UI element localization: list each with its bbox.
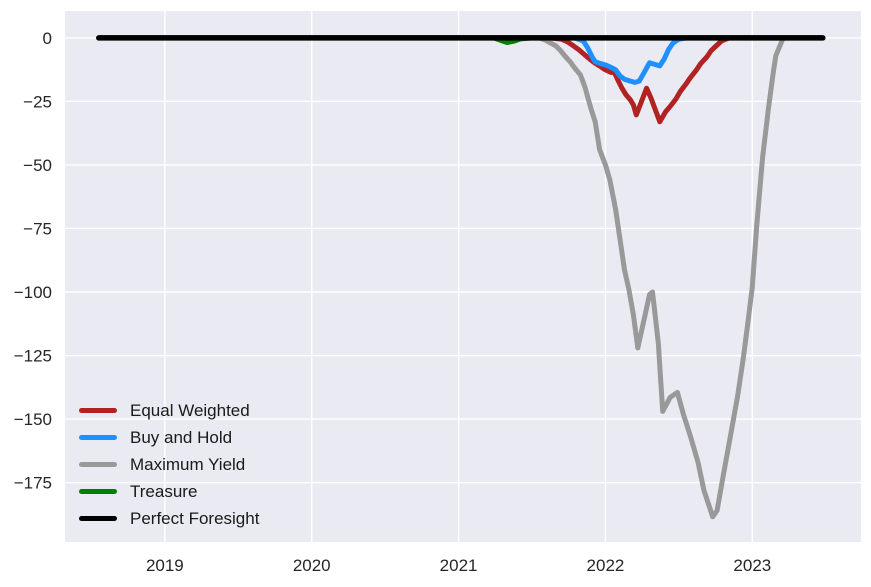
legend-item-treasure: Treasure: [79, 478, 259, 505]
legend-label-treasure: Treasure: [130, 482, 198, 501]
x-tick-label-2021: 2021: [440, 556, 478, 575]
series-line-maximum-yield: [96, 35, 826, 520]
legend-swatch-treasure: [79, 489, 117, 494]
legend-label-buy-and-hold: Buy and Hold: [130, 428, 233, 447]
y-tick-label-7: −175: [14, 473, 52, 492]
x-tick-label-2023: 2023: [733, 556, 771, 575]
legend-item-maximum-yield: Maximum Yield: [79, 451, 259, 478]
legend-item-perfect-foresight: Perfect Foresight: [79, 505, 259, 532]
y-tick-label-0: 0: [43, 29, 52, 48]
y-tick-label-2: −50: [23, 156, 52, 175]
legend-item-buy-and-hold: Buy and Hold: [79, 424, 259, 451]
y-tick-label-4: −100: [14, 283, 52, 302]
series-line-buy-and-hold: [96, 35, 826, 85]
x-tick-label-2019: 2019: [146, 556, 184, 575]
legend-label-perfect-foresight: Perfect Foresight: [130, 509, 260, 528]
legend-swatch-buy-and-hold: [79, 435, 117, 440]
series-line-equal-weighted: [96, 35, 826, 125]
x-tick-label-2022: 2022: [587, 556, 625, 575]
y-tick-label-1: −25: [23, 92, 52, 111]
legend-swatch-perfect-foresight: [79, 516, 117, 521]
legend-swatch-maximum-yield: [79, 462, 117, 467]
y-tick-label-3: −75: [23, 219, 52, 238]
legend-item-equal-weighted: Equal Weighted: [79, 397, 259, 424]
y-tick-label-5: −125: [14, 346, 52, 365]
legend-label-maximum-yield: Maximum Yield: [130, 455, 246, 474]
legend-swatch-equal-weighted: [79, 408, 117, 413]
legend-label-equal-weighted: Equal Weighted: [130, 401, 250, 420]
legend: Equal Weighted Buy and Hold Maximum Yield T…: [79, 397, 259, 532]
x-tick-label-2020: 2020: [293, 556, 331, 575]
y-tick-label-6: −150: [14, 410, 52, 429]
